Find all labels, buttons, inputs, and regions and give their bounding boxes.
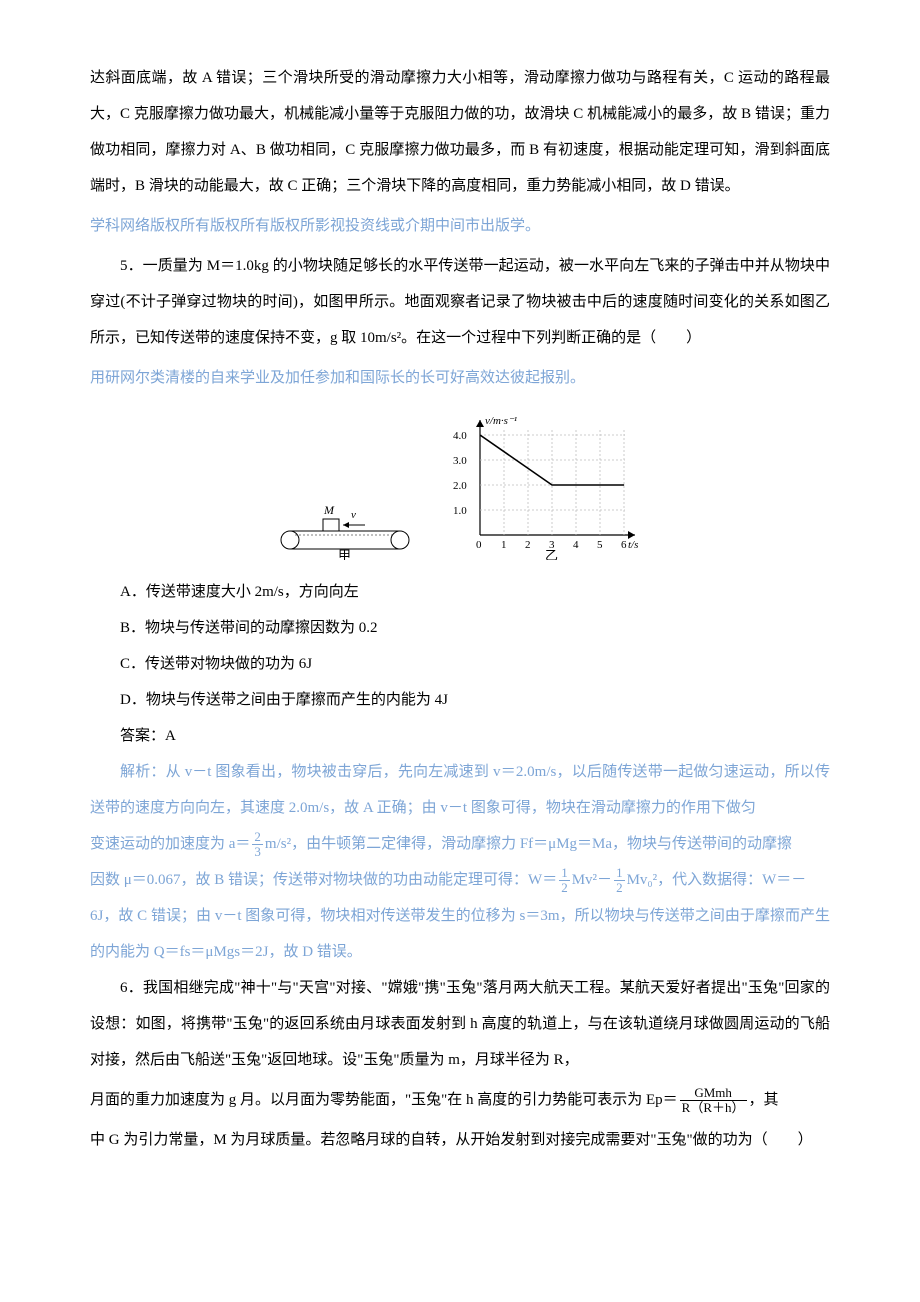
numerator: 2	[252, 830, 263, 845]
text-span: Mv₀²，代入数据得：W＝－	[627, 872, 807, 888]
q5-option-a: A．传送带速度大小 2m/s，方向向左	[90, 574, 830, 610]
q5-option-b: B．物块与传送带间的动摩擦因数为 0.2	[90, 610, 830, 646]
q5-stem: 5．一质量为 M＝1.0kg 的小物块随足够长的水平传送带一起运动，被一水平向左…	[90, 248, 830, 356]
svg-text:甲: 甲	[338, 548, 351, 560]
text-span: 因数 μ＝0.067，故 B 错误；传送带对物块做的功由动能定理可得：W＝	[90, 872, 557, 888]
text-span: m/s²，由牛顿第二定律得，滑动摩擦力 Ff＝μMg＝Ma，物块与传送带间的动摩…	[265, 836, 792, 852]
q5-option-c: C．传送带对物块做的功为 6J	[90, 646, 830, 682]
q5-figure: M v 甲 1.0 2.0 3.0 4.0 1 2 3 4 5 6 0	[90, 410, 830, 560]
svg-text:乙: 乙	[545, 548, 558, 560]
watermark-line: 用研网尔类清楼的自来学业及加任参加和国际长的长可好高效达彼起报别。	[90, 360, 830, 396]
fraction: 23	[252, 830, 263, 860]
q5-solution-line2: 变速运动的加速度为 a＝23m/s²，由牛顿第二定律得，滑动摩擦力 Ff＝μMg…	[90, 826, 830, 862]
numerator: 1	[559, 866, 570, 881]
svg-text:v: v	[351, 509, 356, 521]
svg-text:4: 4	[573, 539, 579, 551]
watermark-line: 学科网络版权所有版权所有版权所影视投资线或介期中间市出版学。	[90, 208, 830, 244]
q6-stem-part2: 月面的重力加速度为 g 月。以月面为零势能面，"玉兔"在 h 高度的引力势能可表…	[90, 1082, 830, 1118]
text-span: 变速运动的加速度为 a＝	[90, 836, 250, 852]
q6-stem-part3: 中 G 为引力常量，M 为月球质量。若忽略月球的自转，从开始发射到对接完成需要对…	[90, 1122, 830, 1158]
svg-text:4.0: 4.0	[453, 430, 467, 442]
svg-text:0: 0	[476, 539, 482, 551]
fraction: GMmhR（R＋h）	[680, 1086, 747, 1116]
denominator: R（R＋h）	[680, 1101, 747, 1115]
text-span: Mv²－	[572, 872, 612, 888]
prev-answer-continuation: 达斜面底端，故 A 错误；三个滑块所受的滑动摩擦力大小相等，滑动摩擦力做功与路程…	[90, 60, 830, 204]
denominator: 2	[614, 881, 625, 895]
svg-text:2: 2	[525, 539, 531, 551]
q5-solution-line1: 解析：从 v－t 图象看出，物块被击穿后，先向左减速到 v＝2.0m/s，以后随…	[90, 754, 830, 826]
numerator: 1	[614, 866, 625, 881]
svg-text:v/m·s⁻¹: v/m·s⁻¹	[485, 415, 517, 427]
q5-option-d: D．物块与传送带之间由于摩擦而产生的内能为 4J	[90, 682, 830, 718]
fraction: 12	[614, 866, 625, 896]
svg-text:3.0: 3.0	[453, 455, 467, 467]
svg-text:1: 1	[501, 539, 507, 551]
q6-stem-part1: 6．我国相继完成"神十"与"天宫"对接、"嫦娥"携"玉兔"落月两大航天工程。某航…	[90, 970, 830, 1078]
q5-answer: 答案：A	[90, 718, 830, 754]
svg-text:5: 5	[597, 539, 603, 551]
fraction: 12	[559, 866, 570, 896]
q5-solution-line4: 6J，故 C 错误；由 v－t 图象可得，物块相对传送带发生的位移为 s＝3m，…	[90, 898, 830, 970]
text-span: ，其	[749, 1092, 779, 1108]
svg-text:t/s: t/s	[628, 539, 638, 551]
denominator: 3	[252, 845, 263, 859]
svg-text:M: M	[323, 503, 335, 517]
q5-solution-line3: 因数 μ＝0.067，故 B 错误；传送带对物块做的功由动能定理可得：W＝12M…	[90, 862, 830, 898]
belt-diagram: M v 甲	[275, 490, 415, 560]
denominator: 2	[559, 881, 570, 895]
numerator: GMmh	[680, 1086, 747, 1101]
svg-text:2.0: 2.0	[453, 480, 467, 492]
vt-chart: 1.0 2.0 3.0 4.0 1 2 3 4 5 6 0 v/m·s⁻¹ t/…	[445, 410, 645, 560]
text-span: 月面的重力加速度为 g 月。以月面为零势能面，"玉兔"在 h 高度的引力势能可表…	[90, 1092, 678, 1108]
svg-text:1.0: 1.0	[453, 505, 467, 517]
svg-text:6: 6	[621, 539, 627, 551]
